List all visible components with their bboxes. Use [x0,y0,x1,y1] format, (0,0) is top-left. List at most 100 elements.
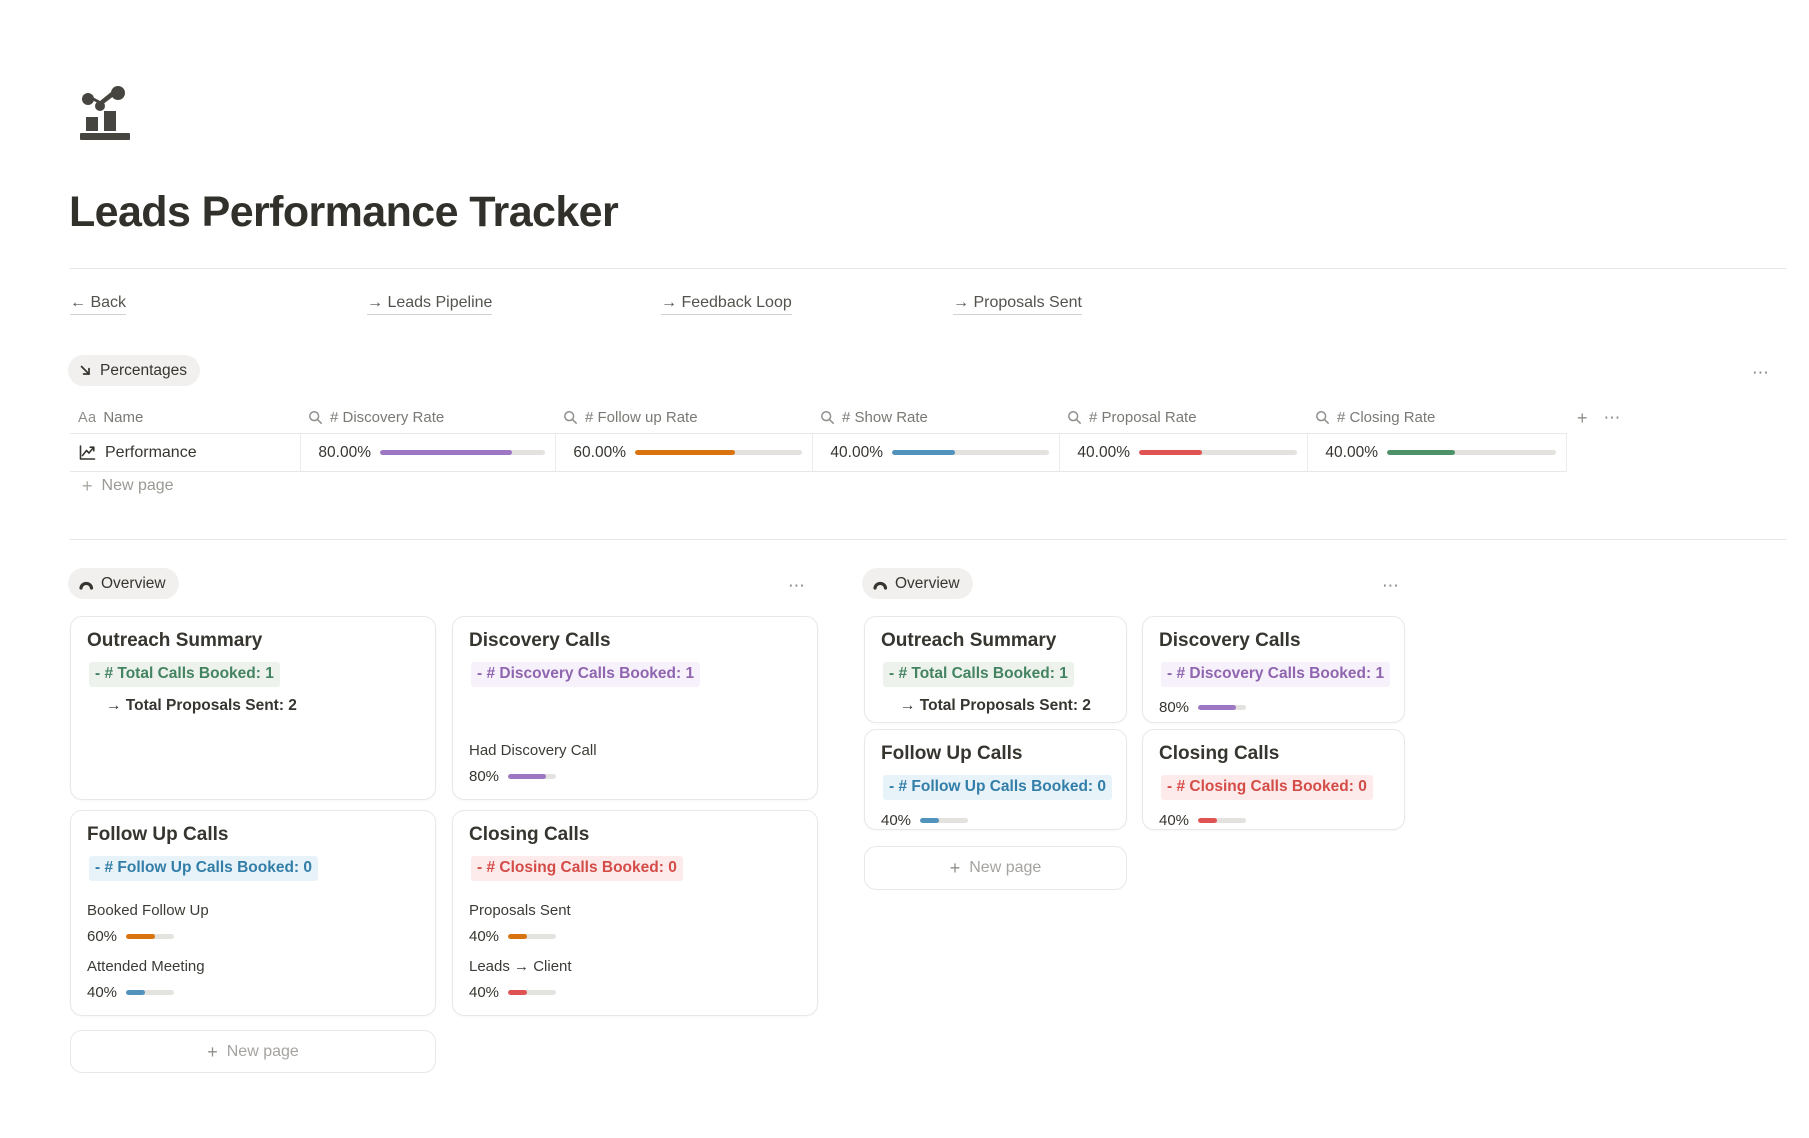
overview-right-gallery: Outreach Summary - # Total Calls Booked:… [864,616,1405,830]
view-tab-overview-left[interactable]: Overview [68,568,179,599]
rollup-icon [1068,411,1081,424]
metric-value: 80% [1159,698,1190,716]
plus-icon: + [949,858,961,878]
overview-left-more-button[interactable]: ⋯ [788,576,806,595]
percentages-more-button[interactable]: ⋯ [1752,363,1770,382]
percent-value: 80.00% [318,443,371,461]
metric-bar-row: 80% [469,768,801,785]
column-label: # Proposal Rate [1089,409,1197,426]
card-outreach-summary[interactable]: Outreach Summary - # Total Calls Booked:… [70,616,436,800]
bar-chart-trend-icon [80,86,130,140]
table-header-actions: + ⋯ [1567,409,1622,427]
highlight-discovery-calls-booked: - # Discovery Calls Booked: 1 [1161,661,1391,687]
progress-bar [1198,817,1247,823]
nav-link-back[interactable]: ← Back [70,294,127,315]
highlight-total-calls-booked: - # Total Calls Booked: 1 [883,661,1074,687]
overview-right-more-button[interactable]: ⋯ [1382,576,1400,595]
nav-link-feedback-loop[interactable]: → Feedback Loop [661,294,792,315]
card-discovery-calls[interactable]: Discovery Calls - # Discovery Calls Book… [452,616,818,800]
highlight-closing-calls-booked: - # Closing Calls Booked: 0 [471,855,683,881]
gallery-arc-icon [78,576,94,592]
metric-label: Had Discovery Call [469,742,597,759]
arrow-down-right-icon [78,363,93,378]
divider [70,268,1786,269]
cell-closing-rate[interactable]: 40.00% [1307,434,1567,471]
nav-link-leads-pipeline[interactable]: → Leads Pipeline [367,294,493,315]
column-header-proposal-rate[interactable]: # Proposal Rate [1059,409,1307,426]
highlight-discovery-calls-booked: - # Discovery Calls Booked: 1 [471,661,701,687]
cell-discovery-rate[interactable]: 80.00% [300,434,555,471]
card-follow-up-calls[interactable]: Follow Up Calls - # Follow Up Calls Book… [864,729,1127,830]
overview-left-new-page-button[interactable]: + New page [70,1030,436,1073]
column-label: Name [103,409,144,426]
percent-value: 60.00% [573,443,626,461]
table-row-performance[interactable]: Performance 80.00% 60.00% 40.00% 40.00% … [70,433,1567,472]
add-column-button[interactable]: + [1577,407,1588,428]
metric-value: 40% [87,984,118,1001]
page-title: Leads Performance Tracker [69,188,619,236]
card-outreach-summary[interactable]: Outreach Summary - # Total Calls Booked:… [864,616,1127,723]
new-page-label: New page [226,1042,299,1060]
rollup-icon [1316,411,1329,424]
progress-bar [508,990,557,995]
view-tab-overview-right[interactable]: Overview [862,568,973,599]
card-closing-calls[interactable]: Closing Calls - # Closing Calls Booked: … [452,810,818,1016]
metric-value: 60% [87,928,118,945]
column-header-show-rate[interactable]: # Show Rate [812,409,1059,426]
card-closing-calls[interactable]: Closing Calls - # Closing Calls Booked: … [1142,729,1405,830]
cell-proposal-rate[interactable]: 40.00% [1059,434,1307,471]
card-discovery-calls[interactable]: Discovery Calls - # Discovery Calls Book… [1142,616,1405,723]
divider [70,539,1786,540]
highlight-total-calls-booked: - # Total Calls Booked: 1 [89,661,280,687]
metric-label: Leads → Client [469,958,572,975]
percent-value: 40.00% [830,443,883,461]
card-title: Outreach Summary [881,630,1057,651]
line-chart-icon [79,445,96,460]
cell-show-rate[interactable]: 40.00% [812,434,1059,471]
card-title: Discovery Calls [1159,630,1301,651]
progress-bar [508,934,557,939]
gallery-arc-icon [872,576,888,592]
total-proposals-sent: → Total Proposals Sent: 2 [900,696,1091,714]
table-new-page-button[interactable]: + New page [70,477,174,495]
metric-value: 80% [469,768,500,785]
progress-bar [1139,450,1297,455]
column-header-closing-rate[interactable]: # Closing Rate [1307,409,1567,426]
row-title: Performance [105,443,197,461]
table-more-button[interactable]: ⋯ [1603,408,1622,427]
page-icon-bar-chart[interactable] [74,84,136,146]
rollup-icon [309,411,322,424]
card-follow-up-calls[interactable]: Follow Up Calls - # Follow Up Calls Book… [70,810,436,1016]
nav-link-proposals-sent[interactable]: → Proposals Sent [953,294,1082,315]
card-metrics: Booked Follow Up 60% Attended Meeting 40… [87,902,419,1001]
column-header-discovery-rate[interactable]: # Discovery Rate [300,409,555,426]
highlight-follow-up-calls-booked: - # Follow Up Calls Booked: 0 [89,855,319,881]
cell-follow-up-rate[interactable]: 60.00% [555,434,812,471]
highlight-closing-calls-booked: - # Closing Calls Booked: 0 [1161,774,1373,800]
progress-bar [635,450,802,455]
progress-bar [126,990,175,995]
view-tab-percentages[interactable]: Percentages [68,355,201,386]
column-label: # Follow up Rate [585,409,698,426]
metric-label: Proposals Sent [469,902,571,919]
metric-bar-row: 40% [87,984,419,1001]
percentages-table: Aa Name # Discovery Rate # Follow up Rat… [70,402,1690,472]
row-page-performance[interactable]: Performance [70,434,300,471]
new-page-label: New page [969,859,1042,876]
overview-left-gallery: Outreach Summary - # Total Calls Booked:… [70,616,818,1016]
overview-right-new-page-button[interactable]: + New page [864,846,1127,890]
metric-value: 40% [881,811,912,829]
column-header-name[interactable]: Aa Name [70,409,300,426]
text-property-icon: Aa [78,409,97,426]
metric-bar-row: 60% [87,928,419,945]
card-metrics: Had Discovery Call 80% [469,742,801,785]
card-title: Follow Up Calls [881,743,1023,764]
metric-bar-row: 40% [1159,812,1388,829]
view-tab-label: Overview [101,574,166,592]
card-title: Closing Calls [1159,743,1280,764]
plus-icon: + [207,1041,218,1062]
metric-bar-row: 40% [469,984,801,1001]
metric-value: 40% [1159,811,1190,829]
column-header-follow-up-rate[interactable]: # Follow up Rate [555,409,812,426]
progress-bar [1387,450,1556,455]
